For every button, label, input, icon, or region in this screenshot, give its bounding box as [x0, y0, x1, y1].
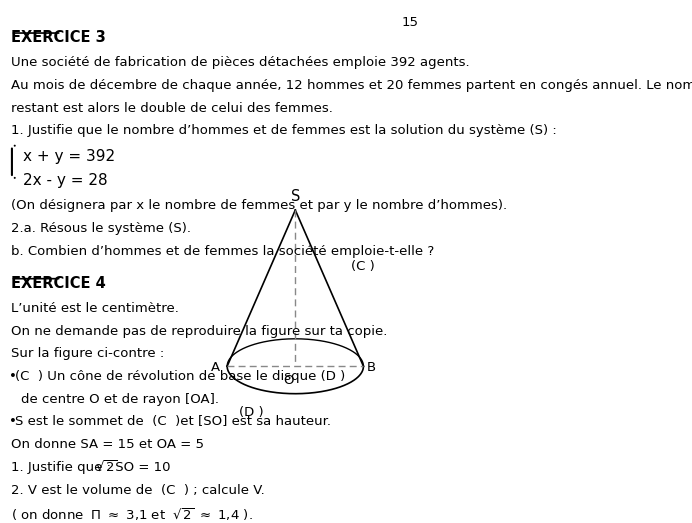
Text: (On désignera par x le nombre de femmes et par y le nombre d’hommes).: (On désignera par x le nombre de femmes …: [10, 199, 507, 212]
Text: S est le sommet de  (C  )et [SO] est sa hauteur.: S est le sommet de (C )et [SO] est sa ha…: [15, 415, 331, 428]
Text: EXERCICE 4: EXERCICE 4: [10, 276, 105, 291]
Text: ( on donne  $\Pi$ $\approx$ 3,1 et  $\sqrt{2}$ $\approx$ 1,4 ).: ( on donne $\Pi$ $\approx$ 3,1 et $\sqrt…: [10, 506, 253, 523]
Text: restant est alors le double de celui des femmes.: restant est alors le double de celui des…: [10, 101, 333, 115]
Text: 2. V est le volume de  (C  ) ; calcule V.: 2. V est le volume de (C ) ; calcule V.: [10, 484, 264, 497]
Text: •: •: [10, 370, 17, 383]
Text: x + y = 392: x + y = 392: [23, 150, 115, 164]
Text: $\sqrt{2}$: $\sqrt{2}$: [95, 460, 117, 475]
Text: EXERCICE 3: EXERCICE 3: [10, 30, 105, 45]
Text: B: B: [367, 361, 376, 374]
Text: A: A: [210, 361, 220, 374]
Text: b. Combien d’hommes et de femmes la société emploie-t-elle ?: b. Combien d’hommes et de femmes la soci…: [10, 245, 434, 258]
Text: (C  ) Un cône de révolution de base le disque (D ): (C ) Un cône de révolution de base le di…: [15, 370, 345, 383]
Text: On donne SA = 15 et OA = 5: On donne SA = 15 et OA = 5: [10, 438, 203, 451]
Text: 2.a. Résous le système (S).: 2.a. Résous le système (S).: [10, 222, 190, 235]
Text: Sur la figure ci-contre :: Sur la figure ci-contre :: [10, 347, 164, 360]
Text: 2x - y = 28: 2x - y = 28: [23, 173, 107, 188]
Text: de centre O et de rayon [OA].: de centre O et de rayon [OA].: [21, 393, 219, 406]
Text: Une société de fabrication de pièces détachées emploie 392 agents.: Une société de fabrication de pièces dét…: [10, 56, 469, 69]
Text: O: O: [284, 374, 294, 388]
Text: 1. Justifie que : SO = 10: 1. Justifie que : SO = 10: [10, 461, 170, 474]
Text: 1. Justifie que le nombre d’hommes et de femmes est la solution du système (S) :: 1. Justifie que le nombre d’hommes et de…: [10, 124, 556, 138]
Text: (D ): (D ): [239, 406, 264, 419]
Text: L’unité est le centimètre.: L’unité est le centimètre.: [10, 302, 179, 315]
Text: •: •: [10, 415, 17, 428]
Text: Au mois de décembre de chaque année, 12 hommes et 20 femmes partent en congés an: Au mois de décembre de chaque année, 12 …: [10, 79, 692, 92]
Text: (C ): (C ): [352, 260, 375, 274]
Text: S: S: [291, 189, 300, 204]
Text: On ne demande pas de reproduire la figure sur ta copie.: On ne demande pas de reproduire la figur…: [10, 325, 387, 338]
Text: 15: 15: [401, 16, 418, 29]
